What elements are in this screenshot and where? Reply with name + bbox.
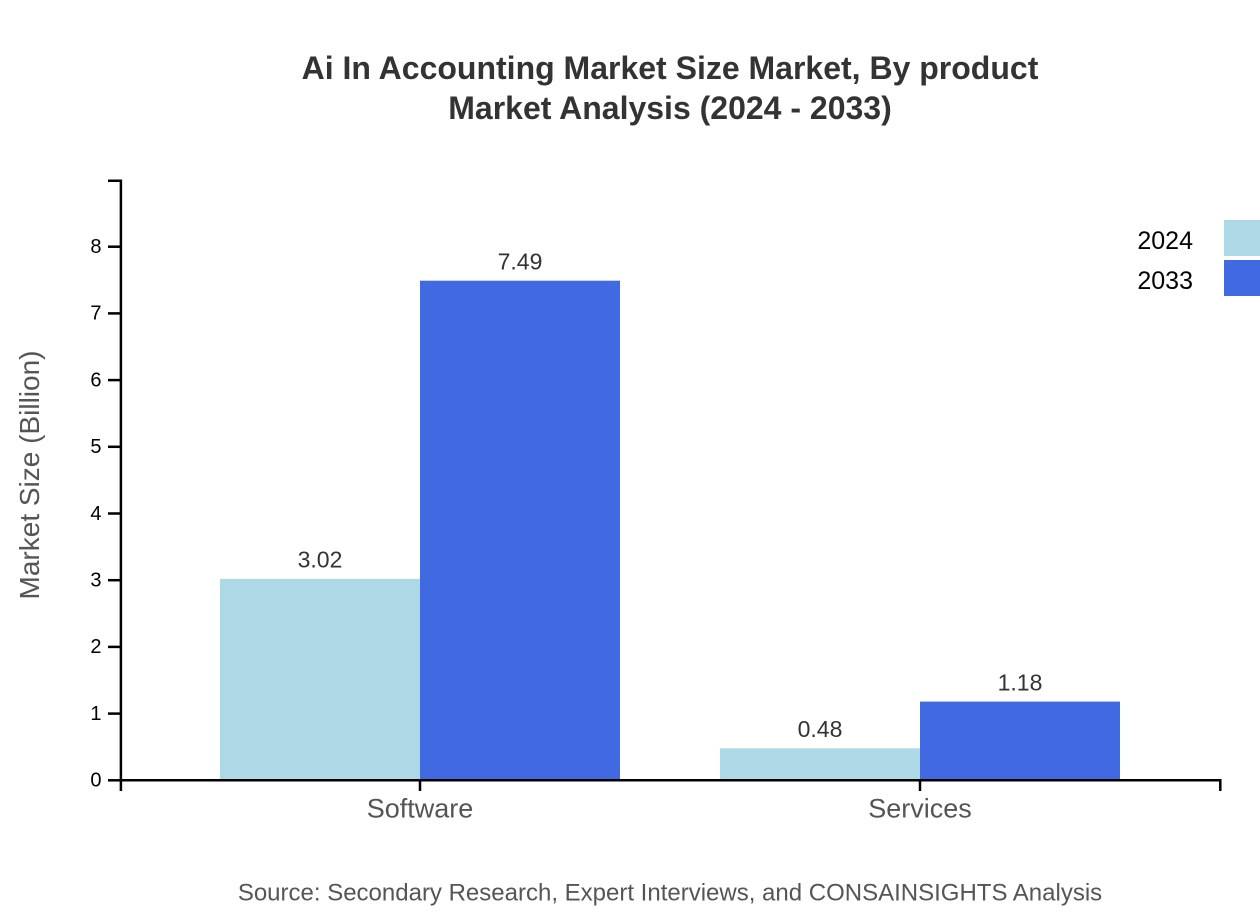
svg-text:Software: Software <box>367 794 474 824</box>
svg-text:0.48: 0.48 <box>798 716 843 742</box>
svg-text:3.02: 3.02 <box>298 547 343 573</box>
svg-text:8: 8 <box>90 236 101 258</box>
svg-text:Services: Services <box>868 794 972 824</box>
svg-text:Market Analysis (2024 - 2033): Market Analysis (2024 - 2033) <box>448 90 892 126</box>
svg-text:1: 1 <box>90 703 101 725</box>
svg-text:4: 4 <box>90 503 101 525</box>
svg-text:3: 3 <box>90 570 101 592</box>
svg-text:2024: 2024 <box>1137 227 1193 255</box>
svg-text:2033: 2033 <box>1137 267 1193 295</box>
svg-text:Ai In Accounting Market Size M: Ai In Accounting Market Size Market, By … <box>302 50 1039 86</box>
svg-text:5: 5 <box>90 436 101 458</box>
svg-text:7.49: 7.49 <box>498 249 543 275</box>
svg-text:Source: Secondary Research, Ex: Source: Secondary Research, Expert Inter… <box>238 879 1102 906</box>
svg-text:Market Size (Billion): Market Size (Billion) <box>14 351 45 600</box>
svg-text:2: 2 <box>90 636 101 658</box>
svg-text:1.18: 1.18 <box>998 669 1043 695</box>
svg-text:6: 6 <box>90 369 101 391</box>
svg-text:0: 0 <box>90 770 101 792</box>
svg-text:7: 7 <box>90 303 101 325</box>
